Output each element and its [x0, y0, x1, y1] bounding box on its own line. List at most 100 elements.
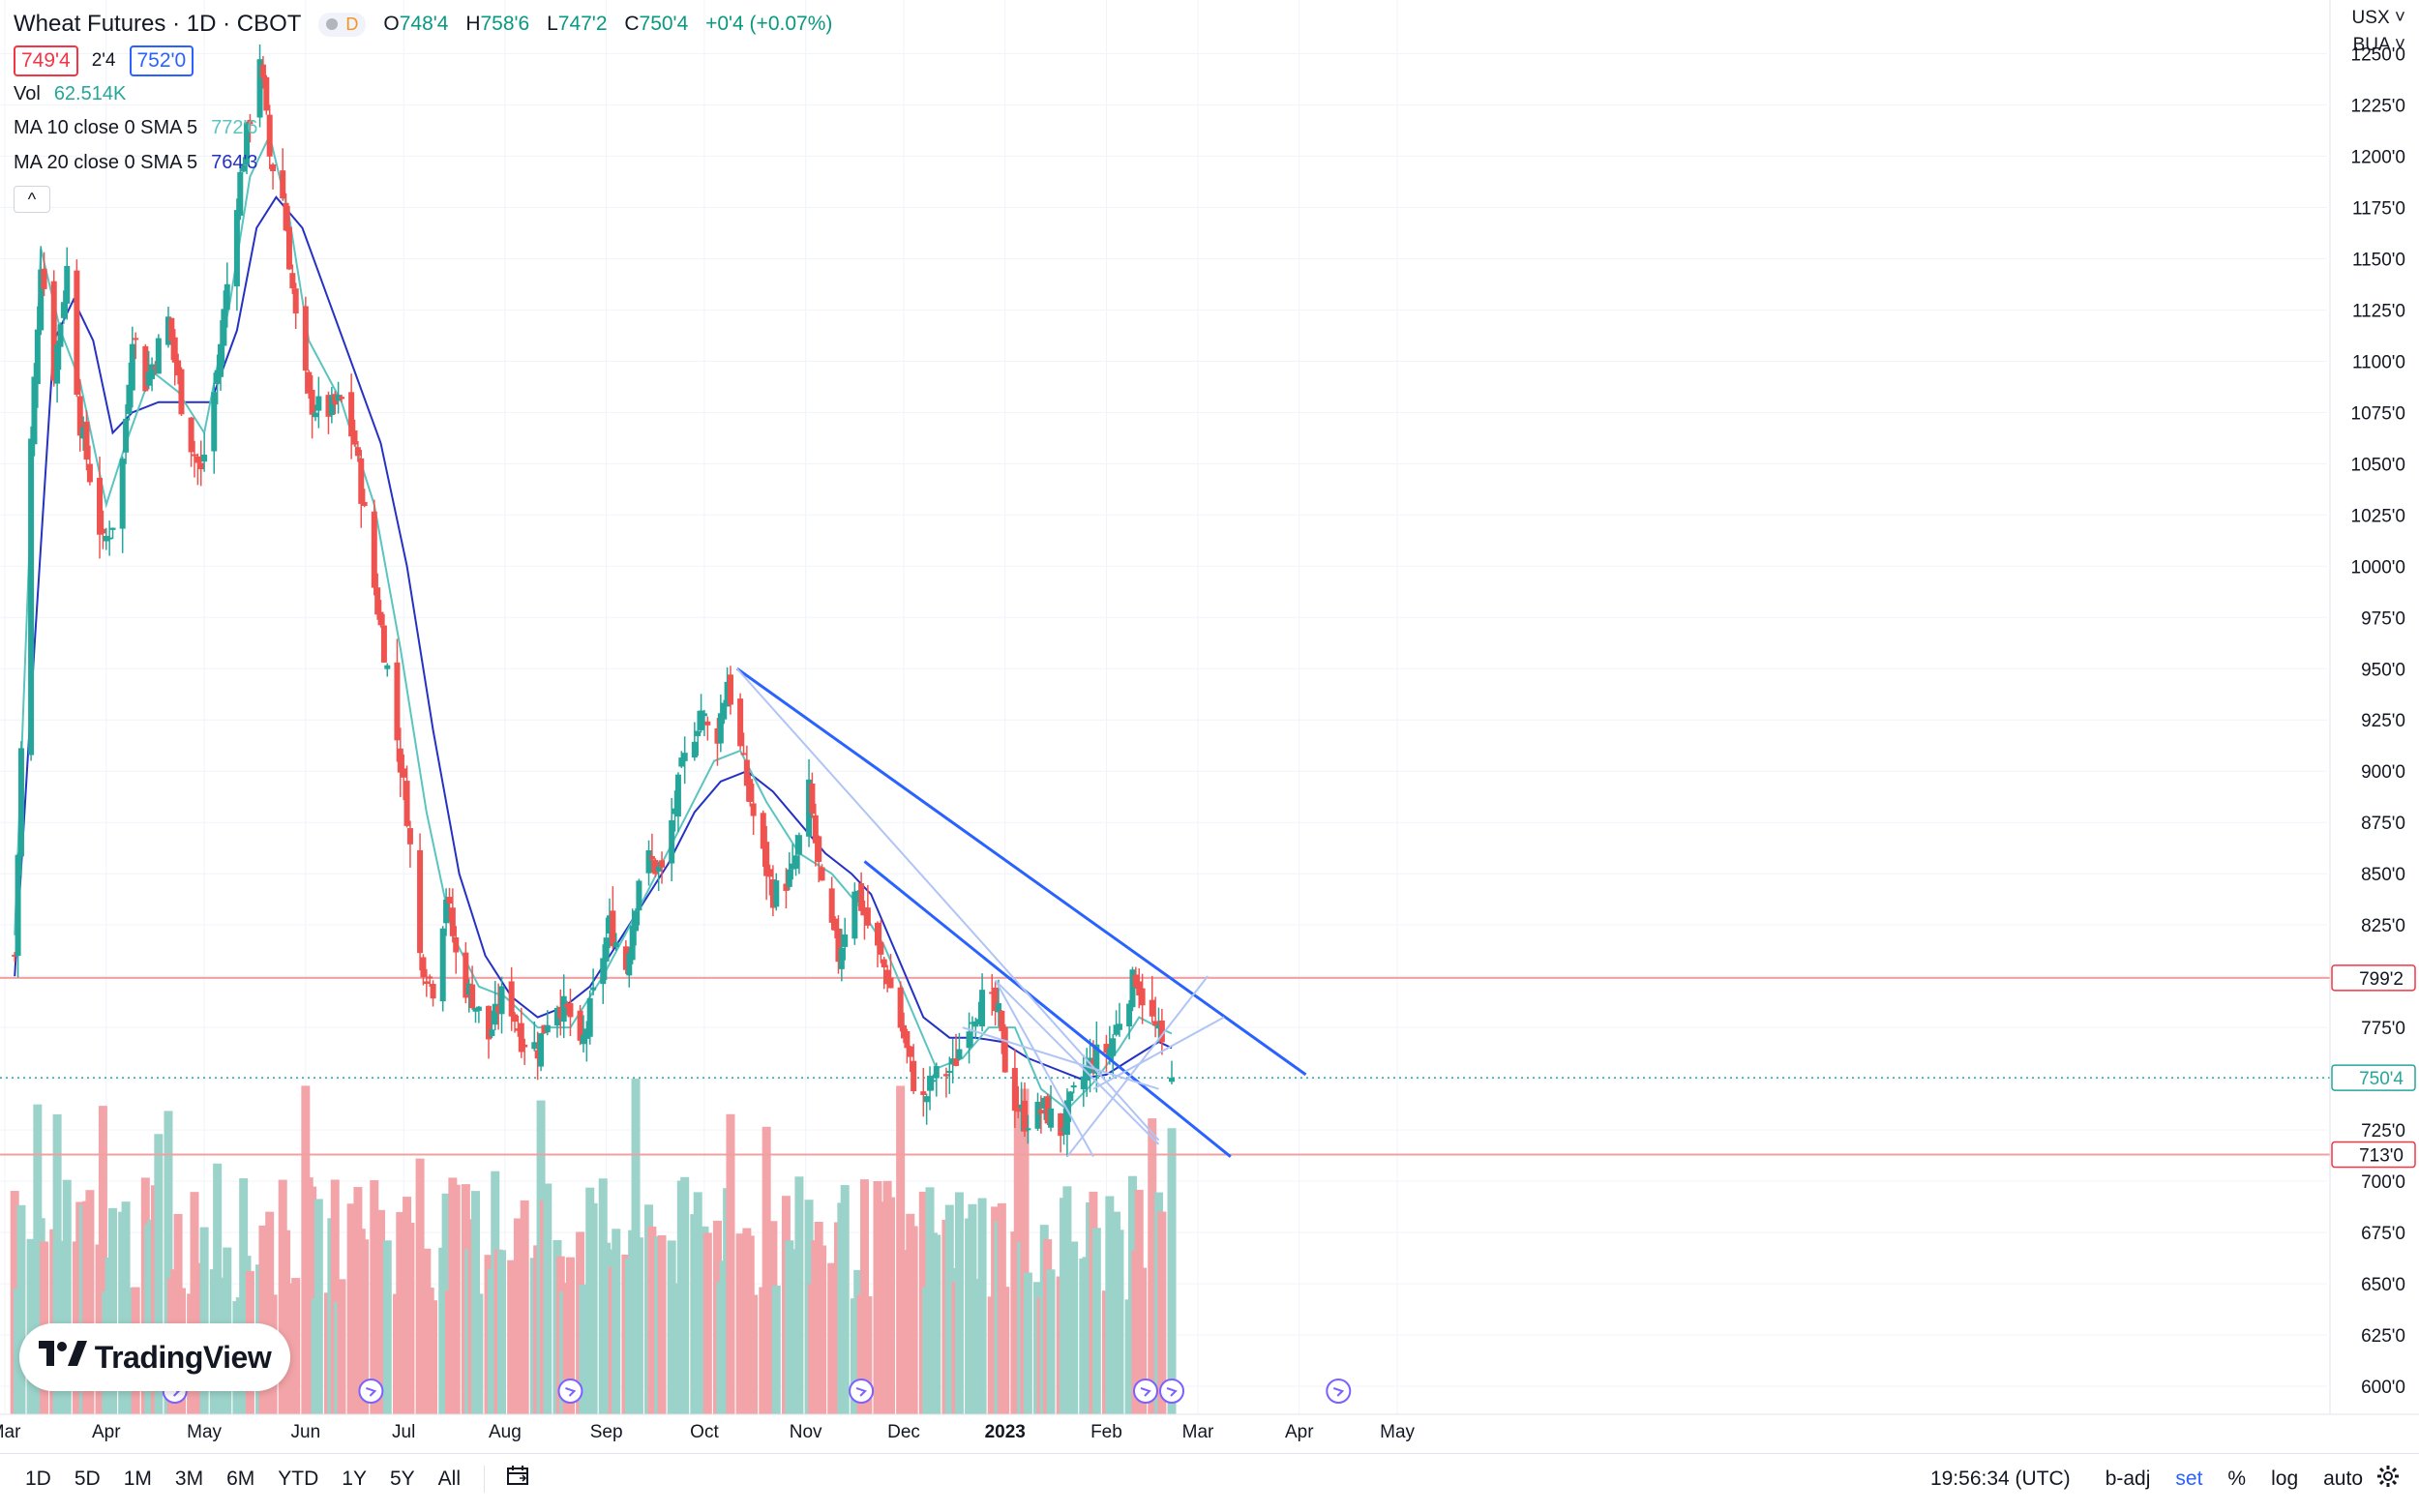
volume-bar: [405, 1222, 415, 1414]
candle-body: [406, 828, 413, 845]
volume-bar: [762, 1126, 771, 1414]
candle-body: [1080, 1076, 1087, 1090]
collapse-legend-button[interactable]: ^: [14, 186, 50, 213]
tradingview-logo[interactable]: TradingView: [19, 1323, 290, 1391]
candle-body: [655, 866, 662, 872]
event-marker-icon: [1326, 1379, 1352, 1404]
candle-body: [946, 1070, 953, 1073]
log-toggle[interactable]: log: [2271, 1468, 2299, 1490]
price-axis: 600'0625'0650'0675'0700'0725'0750'0775'0…: [2329, 0, 2416, 1414]
ma10-path: [14, 133, 1173, 1112]
volume-bar: [1069, 1241, 1079, 1414]
volume-bar: [199, 1227, 209, 1414]
candle-body: [835, 928, 842, 963]
auto-toggle[interactable]: auto: [2323, 1468, 2363, 1490]
price-tick-label: 650'0: [2361, 1275, 2405, 1295]
toolbar-divider: [484, 1466, 485, 1493]
candle-body: [1129, 969, 1136, 1008]
percent-toggle[interactable]: %: [2227, 1468, 2247, 1490]
volume-bar: [612, 1229, 621, 1414]
time-tick-label: May: [187, 1422, 222, 1442]
candle-body: [769, 879, 776, 908]
candle-body: [142, 345, 149, 392]
candle-body: [145, 371, 152, 386]
candle-body: [50, 281, 57, 381]
price-tick-label: 600'0: [2361, 1378, 2405, 1398]
candle-body: [1067, 1091, 1074, 1102]
candle-body: [1103, 1044, 1110, 1053]
symbol-title[interactable]: Wheat Futures · 1D · CBOT: [14, 11, 302, 37]
volume-bar: [543, 1183, 552, 1414]
range-all[interactable]: All: [437, 1468, 461, 1490]
price-tick-label: 900'0: [2361, 762, 2405, 783]
candle-body: [740, 753, 747, 756]
range-5y[interactable]: 5Y: [389, 1468, 415, 1490]
candle-body: [995, 1002, 1001, 1013]
candle-body: [475, 1006, 482, 1011]
candle-body: [266, 114, 273, 157]
price-chart[interactable]: 600'0625'0650'0675'0700'0725'0750'0775'0…: [0, 0, 2419, 1451]
range-1m[interactable]: 1M: [123, 1468, 152, 1490]
candle-body: [930, 1080, 937, 1082]
price-level-tag: [2331, 964, 2416, 992]
candle-body: [1087, 1057, 1093, 1074]
volume-bar: [726, 1113, 735, 1414]
time-tick-label: Feb: [1090, 1422, 1122, 1442]
candle-body: [374, 587, 381, 615]
ma10-legend[interactable]: MA 10 close 0 SMA 5 772'6: [14, 116, 258, 138]
candle-body: [109, 527, 116, 530]
candle-body: [188, 417, 194, 453]
candle-body: [858, 883, 865, 911]
calendar-range-icon[interactable]: [506, 1465, 531, 1494]
volume-bar: [62, 1179, 72, 1414]
time-tick-label: Jul: [392, 1422, 415, 1442]
volume-bar: [702, 1232, 712, 1414]
candle-body: [1158, 1020, 1165, 1043]
range-ytd[interactable]: YTD: [278, 1468, 319, 1490]
candle-body: [1063, 1100, 1070, 1136]
ma20-legend[interactable]: MA 20 close 0 SMA 5 764'3: [14, 151, 258, 173]
candle-body: [698, 710, 704, 730]
volume-bar: [680, 1176, 690, 1414]
range-6m[interactable]: 6M: [226, 1468, 255, 1490]
candle-body: [129, 343, 135, 391]
candle-body: [486, 1005, 493, 1040]
currency-selector[interactable]: USX ˅: [2351, 8, 2405, 28]
candle-body: [534, 1050, 541, 1059]
adjustment-toggle[interactable]: b-adj: [2105, 1468, 2151, 1490]
price-tick-label: 625'0: [2361, 1326, 2405, 1347]
candle-body: [806, 779, 813, 837]
sell-price[interactable]: 749'4: [14, 45, 78, 76]
range-1y[interactable]: 1Y: [342, 1468, 367, 1490]
trendlines: [735, 667, 1307, 1158]
settings-gear-icon[interactable]: [2376, 1465, 2400, 1494]
candle-body: [283, 202, 289, 231]
volume-legend[interactable]: Vol 62.514K: [14, 82, 127, 104]
clock[interactable]: 19:56:34 (UTC): [1929, 1468, 2071, 1490]
candle-body: [956, 1049, 963, 1059]
candle-body: [191, 454, 197, 457]
candle-body: [717, 713, 724, 744]
event-marker-arrow: [1166, 1387, 1178, 1397]
candle-body: [472, 1007, 479, 1012]
time-tick-label: Mar: [0, 1422, 21, 1442]
volume-bar: [1023, 1272, 1032, 1414]
candle-body: [1106, 1048, 1113, 1059]
candle-body: [126, 384, 133, 414]
volume-bar: [588, 1202, 598, 1414]
candle-body: [315, 396, 322, 411]
range-3m[interactable]: 3M: [174, 1468, 204, 1490]
range-5d[interactable]: 5D: [74, 1468, 101, 1490]
session-toggle[interactable]: set: [2175, 1468, 2203, 1490]
candle-body: [489, 1029, 495, 1037]
event-marker-arrow: [565, 1387, 577, 1397]
buy-price[interactable]: 752'0: [129, 45, 194, 76]
range-1d[interactable]: 1D: [25, 1468, 51, 1490]
volume-bar: [16, 1204, 26, 1414]
event-marker-icon: [358, 1379, 384, 1404]
unit-selector[interactable]: BUA ˅: [2352, 35, 2405, 55]
data-status-badge[interactable]: D: [318, 12, 367, 37]
candle-body: [972, 1021, 979, 1027]
candle-body: [923, 1096, 930, 1103]
candle-body: [1044, 1096, 1051, 1124]
